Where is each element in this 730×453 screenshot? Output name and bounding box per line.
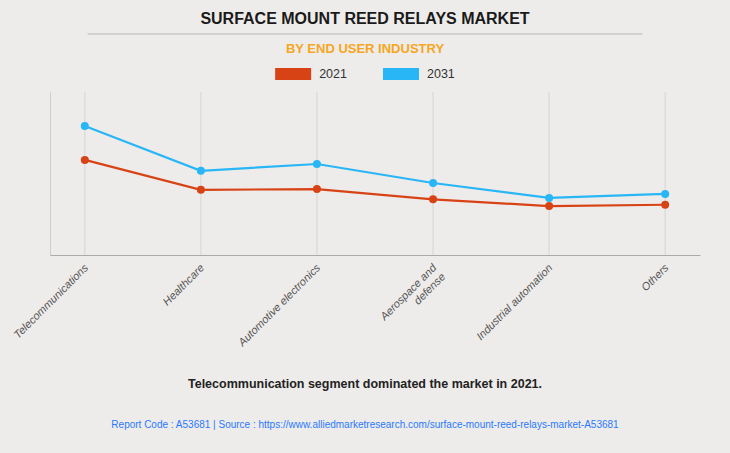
chart: SURFACE MOUNT REED RELAYS MARKET BY END U… <box>0 0 730 453</box>
x-tick-label: Telecommunications <box>11 261 90 340</box>
series-point <box>545 202 553 210</box>
y-axis <box>50 93 51 256</box>
series-point <box>313 160 321 168</box>
grid-line <box>549 92 550 255</box>
plot-area: Telecommunications Healthcare Automotive e… <box>11 92 700 349</box>
legend-item: 2021 <box>275 67 347 81</box>
legend: 2021 2031 <box>275 67 455 81</box>
legend-swatch <box>383 68 419 80</box>
series <box>81 122 669 202</box>
series-point <box>545 194 553 202</box>
title-rule <box>88 34 643 35</box>
x-axis-line <box>51 255 701 256</box>
series-point <box>81 156 89 164</box>
legend-item: 2031 <box>383 67 455 81</box>
x-tick: Others <box>639 255 671 293</box>
series-point <box>81 122 89 130</box>
series-point <box>661 201 669 209</box>
legend-swatch <box>275 68 311 80</box>
x-tick-label: Others <box>639 261 671 293</box>
series-point <box>429 195 437 203</box>
x-tick: Automotive electronics <box>235 255 323 349</box>
series-point <box>197 167 205 175</box>
series-point <box>197 186 205 194</box>
title: SURFACE MOUNT REED RELAYS MARKET <box>200 10 529 27</box>
x-tick-label: Healthcare <box>160 261 206 307</box>
grid-line <box>316 92 317 255</box>
subtitle: BY END USER INDUSTRY <box>286 41 445 56</box>
legend-label: 2031 <box>427 67 455 81</box>
x-tick-label: Automotive electronics <box>235 261 323 349</box>
x-axis: Telecommunications Healthcare Automotive e… <box>11 255 700 349</box>
x-tick-label: Aerospace anddefense <box>377 261 448 332</box>
x-tick: Telecommunications <box>11 255 90 341</box>
series-group <box>81 122 669 210</box>
annotation: Report Code : A53681 | Source : https://… <box>111 419 619 430</box>
legend-label: 2021 <box>319 67 347 81</box>
series-line <box>85 126 665 198</box>
series-point <box>661 190 669 198</box>
grid-line <box>433 92 434 255</box>
y-axis-line <box>50 93 51 256</box>
grid-line <box>84 92 85 255</box>
x-tick: Aerospace anddefense <box>377 255 448 332</box>
series-point <box>313 185 321 193</box>
grid-line <box>665 92 666 255</box>
series-line <box>85 160 665 206</box>
series-point <box>429 179 437 187</box>
x-tick-label: Industrial automation <box>474 261 555 342</box>
x-tick: Healthcare <box>160 255 206 308</box>
series <box>81 156 669 210</box>
grid <box>85 92 665 255</box>
x-tick: Industrial automation <box>474 255 555 342</box>
annotation: Telecommunication segment dominated the … <box>188 377 542 391</box>
